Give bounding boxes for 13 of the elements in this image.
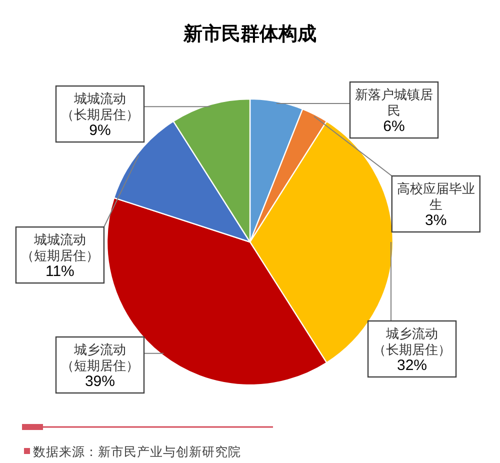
- slice-label: 城乡流动（长期居住）: [373, 326, 452, 358]
- slice-label: 城城流动（短期居住）: [20, 232, 99, 264]
- data-label: 9%: [89, 122, 111, 140]
- data-label: 39%: [84, 372, 116, 390]
- data-label: 3%: [425, 212, 447, 229]
- data-label: 11%: [45, 263, 74, 280]
- slice-label: 城乡流动（短期居住）: [60, 342, 139, 374]
- title: 新市民群体构成: [184, 23, 316, 45]
- slice-label: 新落户城镇居民: [355, 88, 433, 120]
- slice-label: 城城流动（长期居住）: [60, 91, 139, 124]
- data-label: 32%: [397, 356, 428, 374]
- slice-label: 高校应届毕业生: [396, 180, 475, 213]
- data-label: 6%: [383, 118, 405, 136]
